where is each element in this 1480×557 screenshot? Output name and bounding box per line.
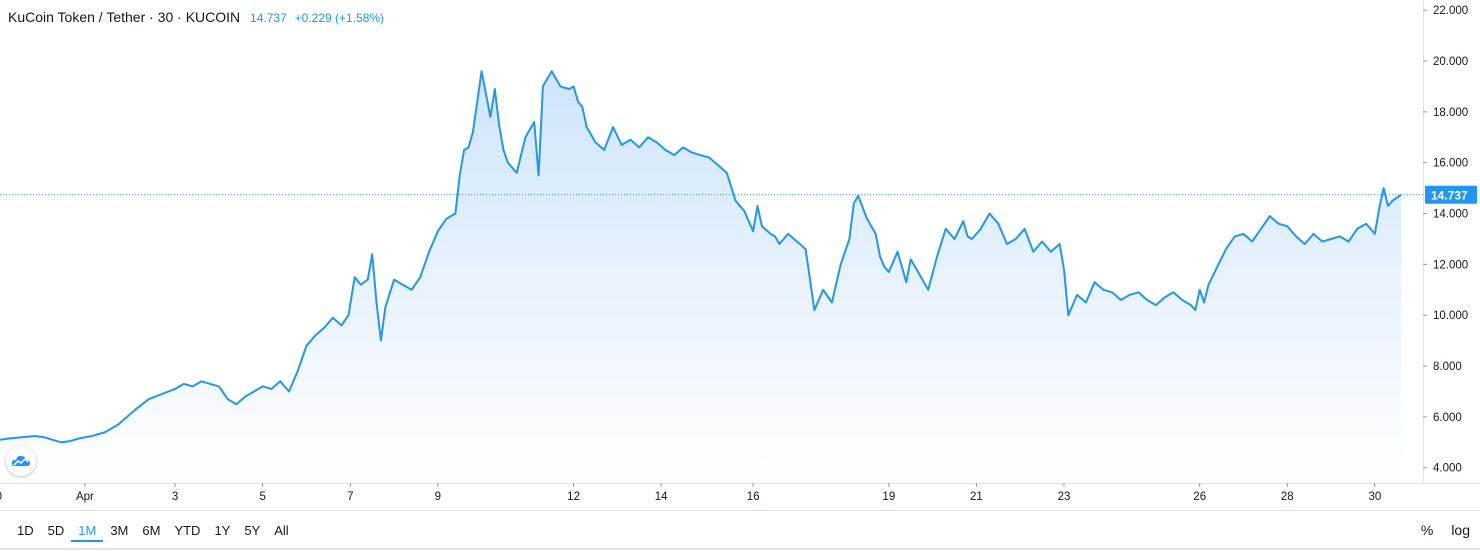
x-tick-label: Apr — [76, 491, 94, 503]
legend-price: 14.737 — [250, 11, 287, 25]
y-tick-label: 14.000 — [1433, 209, 1468, 221]
x-tick-label: 3 — [172, 491, 178, 503]
range-button-3m[interactable]: 3M — [110, 523, 129, 538]
y-tick-label: 12.000 — [1433, 259, 1468, 271]
y-tick-label: 16.000 — [1433, 158, 1468, 170]
x-tick-label: 28 — [1281, 491, 1294, 503]
x-tick-label: 30 — [1368, 491, 1381, 503]
y-tick-label: 8.000 — [1433, 361, 1462, 373]
last-price-label: 14.737 — [1431, 188, 1468, 202]
x-tick-label: 5 — [260, 491, 266, 503]
x-tick-label: 19 — [882, 491, 895, 503]
range-button-5d[interactable]: 5D — [47, 523, 65, 538]
x-tick-label: 7 — [347, 491, 353, 503]
x-tick-label: 14 — [655, 491, 668, 503]
cloud-logo-icon[interactable] — [6, 446, 36, 476]
bottom-edge — [0, 548, 1480, 550]
y-tick-label: 4.000 — [1433, 463, 1462, 475]
y-tick-label: 18.000 — [1433, 107, 1468, 119]
range-divider — [0, 510, 1480, 511]
x-tick-label: 30 — [0, 491, 2, 503]
log-scale-toggle[interactable]: log — [1451, 522, 1470, 538]
cloud-icon — [11, 455, 31, 466]
x-tick-label: 12 — [567, 491, 580, 503]
x-tick-label: 21 — [970, 491, 983, 503]
series-area-fill — [0, 71, 1402, 483]
range-button-ytd[interactable]: YTD — [174, 523, 201, 538]
range-button-1y[interactable]: 1Y — [214, 523, 231, 538]
legend-change: +0.229 (+1.58%) — [294, 11, 385, 25]
x-tick-label: 26 — [1193, 491, 1206, 503]
range-selector: 1D 5D 1M 3M 6M YTD 1Y 5Y All — [10, 520, 296, 542]
y-tick-label: 6.000 — [1433, 412, 1462, 424]
symbol-title: KuCoin Token / Tether · 30 · KUCOIN — [8, 9, 241, 25]
range-button-6m[interactable]: 6M — [142, 523, 161, 538]
x-tick-label: 23 — [1058, 491, 1071, 503]
last-price-tag — [1425, 185, 1477, 204]
chart-legend: KuCoin Token / Tether · 30 · KUCOIN 14.7… — [8, 9, 384, 25]
scale-toggles: % log — [1421, 522, 1470, 538]
y-tick-label: 22.000 — [1433, 5, 1468, 17]
series-line — [0, 70, 1402, 444]
x-tick-label: 16 — [747, 491, 760, 503]
range-button-1m[interactable]: 1M — [71, 520, 104, 542]
x-tick-label: 9 — [435, 491, 441, 503]
range-button-1d[interactable]: 1D — [17, 523, 34, 538]
percent-scale-toggle[interactable]: % — [1420, 522, 1434, 538]
y-tick-label: 10.000 — [1433, 310, 1468, 322]
range-button-all[interactable]: All — [274, 523, 289, 538]
y-tick-label: 20.000 — [1433, 56, 1468, 68]
range-button-5y[interactable]: 5Y — [244, 523, 261, 538]
